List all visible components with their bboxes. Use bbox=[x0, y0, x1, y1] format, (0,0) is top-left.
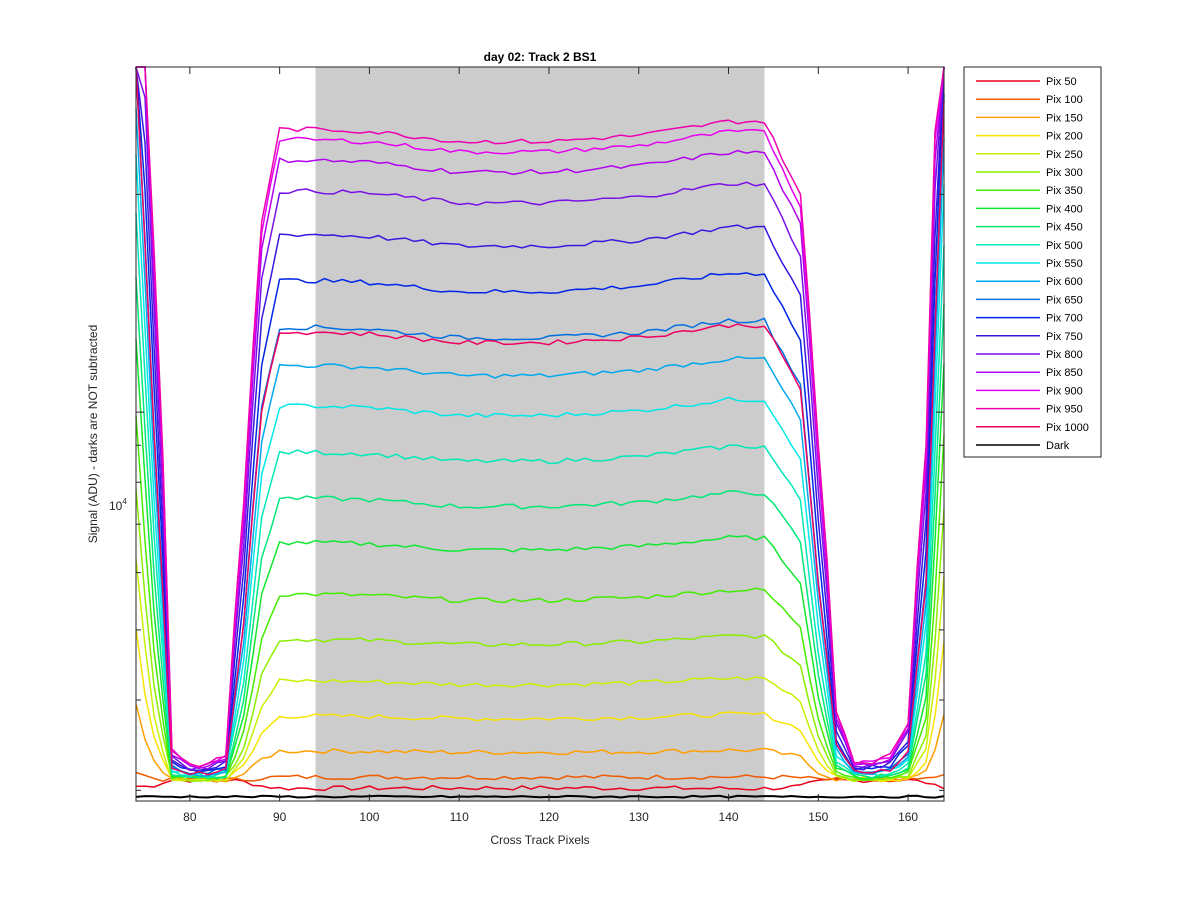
y-axis-ticks bbox=[136, 66, 944, 791]
x-tick-label: 150 bbox=[808, 810, 828, 824]
y-tick-label-exponent: 4 bbox=[122, 497, 127, 506]
legend-label: Pix 850 bbox=[1046, 367, 1083, 379]
x-tick-label: 120 bbox=[539, 810, 559, 824]
series-line-pix-950 bbox=[136, 66, 945, 768]
legend-label: Pix 400 bbox=[1046, 203, 1083, 215]
legend-label: Pix 700 bbox=[1046, 313, 1083, 325]
legend-label: Pix 500 bbox=[1046, 240, 1083, 252]
series-line-pix-450 bbox=[135, 277, 945, 779]
series-line-pix-1000 bbox=[135, 67, 945, 776]
legend-label: Pix 900 bbox=[1046, 385, 1083, 397]
legend-label: Pix 600 bbox=[1046, 276, 1083, 288]
x-tick-label: 160 bbox=[898, 810, 918, 824]
x-tick-label: 110 bbox=[450, 810, 469, 824]
legend-label: Dark bbox=[1046, 440, 1070, 452]
series-line-pix-250 bbox=[135, 559, 945, 783]
legend-label: Pix 250 bbox=[1046, 149, 1083, 161]
series-lines bbox=[135, 66, 945, 799]
x-axis-ticks: 80 90 100 110 120 130 140 150 160 bbox=[183, 67, 918, 824]
series-line-pix-50 bbox=[135, 777, 945, 792]
legend-label: Pix 350 bbox=[1046, 185, 1083, 197]
series-line-pix-150 bbox=[135, 703, 945, 783]
legend-box bbox=[963, 66, 1102, 458]
series-line-pix-700 bbox=[135, 66, 945, 773]
x-tick-label: 80 bbox=[183, 810, 197, 824]
legend-label: Pix 150 bbox=[1046, 112, 1083, 124]
legend-label: Pix 100 bbox=[1046, 94, 1083, 106]
legend-label: Pix 750 bbox=[1046, 331, 1083, 343]
chart-title: day 02: Track 2 BS1 bbox=[484, 50, 597, 64]
x-tick-label: 130 bbox=[629, 810, 649, 824]
series-line-pix-300 bbox=[135, 488, 945, 782]
legend-label: Pix 550 bbox=[1046, 258, 1083, 270]
legend-label: Pix 450 bbox=[1046, 222, 1083, 234]
x-tick-label: 90 bbox=[273, 810, 287, 824]
legend-label: Pix 50 bbox=[1046, 76, 1077, 88]
shaded-region bbox=[315, 67, 765, 801]
x-tick-label: 140 bbox=[719, 810, 739, 824]
series-line-pix-600 bbox=[135, 108, 945, 777]
series-line-pix-350 bbox=[135, 415, 945, 781]
y-tick-label-base: 10 bbox=[109, 499, 123, 513]
legend: Pix 50 Pix 100 Pix 150 Pix 200 Pix 250 Pix 30… bbox=[963, 66, 1102, 458]
series-line-pix-100 bbox=[135, 771, 945, 783]
series-line-pix-800 bbox=[135, 66, 945, 771]
legend-label: Pix 950 bbox=[1046, 404, 1083, 416]
x-axis-label: Cross Track Pixels bbox=[490, 833, 589, 847]
x-tick-label: 100 bbox=[359, 810, 379, 824]
series-line-pix-500 bbox=[135, 213, 945, 780]
legend-label: Pix 800 bbox=[1046, 349, 1083, 361]
y-tick-label-10000: 104 bbox=[109, 497, 127, 513]
series-line-pix-200 bbox=[135, 628, 945, 783]
series-line-dark bbox=[135, 794, 945, 799]
series-line-pix-400 bbox=[135, 339, 945, 780]
plot-frame bbox=[135, 66, 945, 802]
series-line-pix-850 bbox=[136, 66, 945, 770]
legend-label: Pix 1000 bbox=[1046, 422, 1089, 434]
series-line-pix-750 bbox=[135, 66, 945, 772]
y-axis-label: Signal (ADU) - darks are NOT subtracted bbox=[86, 325, 100, 544]
legend-label: Pix 200 bbox=[1046, 131, 1083, 143]
legend-label: Pix 300 bbox=[1046, 167, 1083, 179]
series-line-pix-550 bbox=[135, 154, 945, 777]
legend-label: Pix 650 bbox=[1046, 294, 1083, 306]
